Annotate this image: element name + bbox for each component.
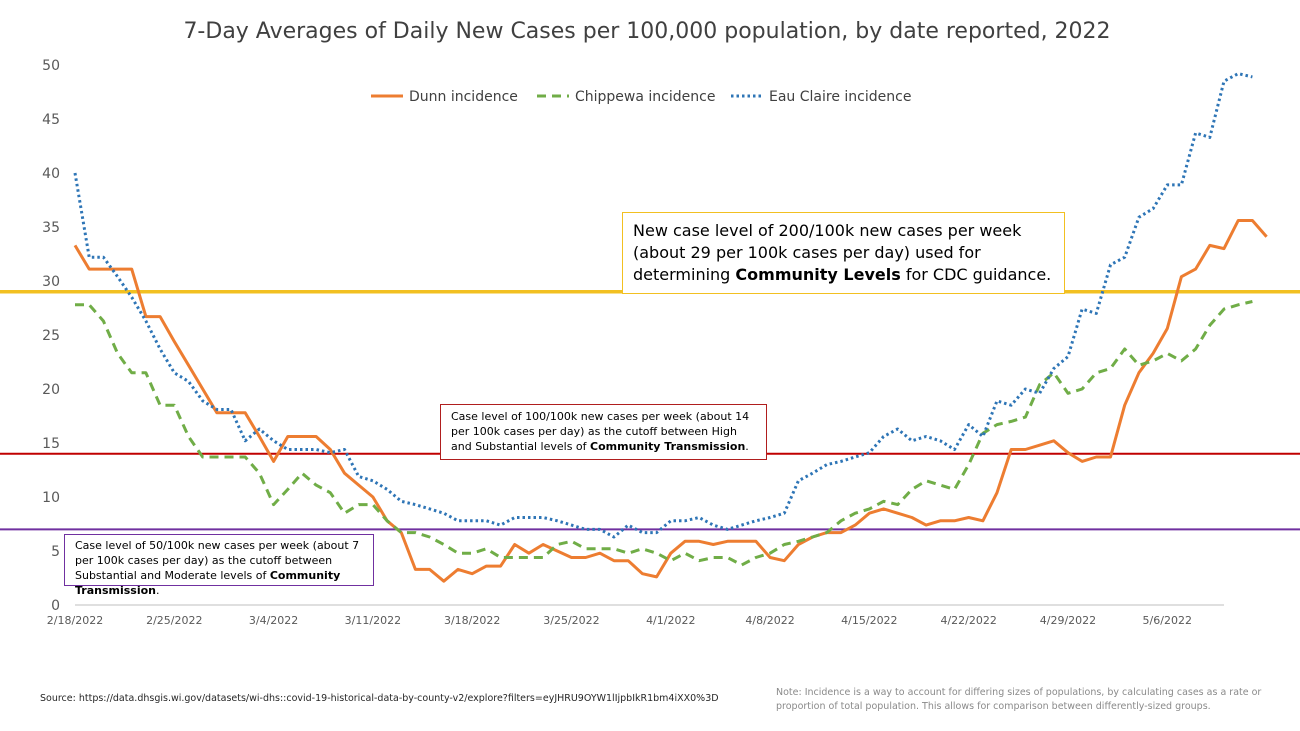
- x-tick-label: 5/6/2022: [1143, 614, 1192, 627]
- y-tick-label: 0: [51, 598, 60, 614]
- series-lines: [73, 72, 1268, 583]
- y-tick-label: 35: [42, 220, 60, 236]
- x-tick-label: 4/22/2022: [940, 614, 996, 627]
- y-axis-ticks: 0 5 10 15 20 25 30 35 40 45 50: [42, 58, 60, 614]
- y-tick-label: 10: [42, 490, 60, 506]
- source-text: Source: https://data.dhsgis.wi.gov/datas…: [40, 693, 719, 704]
- x-tick-label: 2/25/2022: [146, 614, 202, 627]
- cdc-annotation-text: New case level of 200/100k new cases per…: [633, 221, 1022, 284]
- cdc-annotation-end: for CDC guidance.: [900, 265, 1052, 284]
- series-line-dunn: [73, 219, 1268, 583]
- moderate-annotation-bold: Community Transmission: [75, 569, 341, 597]
- x-axis-ticks: 2/18/2022 2/25/2022 3/4/2022 3/11/2022 3/18/…: [47, 614, 1192, 627]
- x-tick-label: 4/15/2022: [841, 614, 897, 627]
- y-tick-label: 15: [42, 436, 60, 452]
- cdc-community-level-annotation: New case level of 200/100k new cases per…: [622, 212, 1065, 294]
- x-tick-label: 3/11/2022: [345, 614, 401, 627]
- x-tick-label: 3/4/2022: [249, 614, 298, 627]
- chart-title: 7-Day Averages of Daily New Cases per 10…: [183, 19, 1110, 44]
- moderate-annotation-text: Case level of 50/100k new cases per week…: [75, 539, 360, 582]
- y-tick-label: 40: [42, 166, 60, 182]
- y-tick-label: 50: [42, 58, 60, 74]
- high-annotation-bold: Community Transmission: [590, 440, 746, 453]
- moderate-annotation-end: .: [156, 584, 160, 597]
- x-tick-label: 2/18/2022: [47, 614, 103, 627]
- y-tick-label: 25: [42, 328, 60, 344]
- x-tick-label: 3/25/2022: [543, 614, 599, 627]
- legend: Dunn incidence Chippewa incidence Eau Clai…: [371, 89, 911, 105]
- series-line-chippewa: [75, 300, 1253, 567]
- series-line-eau: [73, 72, 1253, 539]
- high-annotation-end: .: [745, 440, 749, 453]
- y-tick-label: 5: [51, 544, 60, 560]
- high-annotation-text: Case level of 100/100k new cases per wee…: [451, 410, 750, 453]
- high-substantial-annotation: Case level of 100/100k new cases per wee…: [440, 404, 767, 460]
- substantial-moderate-annotation: Case level of 50/100k new cases per week…: [64, 534, 374, 597]
- legend-label: Dunn incidence: [409, 89, 518, 105]
- x-tick-label: 4/8/2022: [745, 614, 794, 627]
- legend-label: Chippewa incidence: [575, 89, 715, 105]
- x-tick-label: 3/18/2022: [444, 614, 500, 627]
- x-tick-label: 4/1/2022: [646, 614, 695, 627]
- cdc-annotation-bold: Community Levels: [735, 265, 901, 284]
- y-tick-label: 45: [42, 112, 60, 128]
- legend-label: Eau Claire incidence: [769, 89, 911, 105]
- note-text: Note: Incidence is a way to account for …: [776, 687, 1262, 712]
- y-tick-label: 30: [42, 274, 60, 290]
- y-tick-label: 20: [42, 382, 60, 398]
- x-tick-label: 4/29/2022: [1040, 614, 1096, 627]
